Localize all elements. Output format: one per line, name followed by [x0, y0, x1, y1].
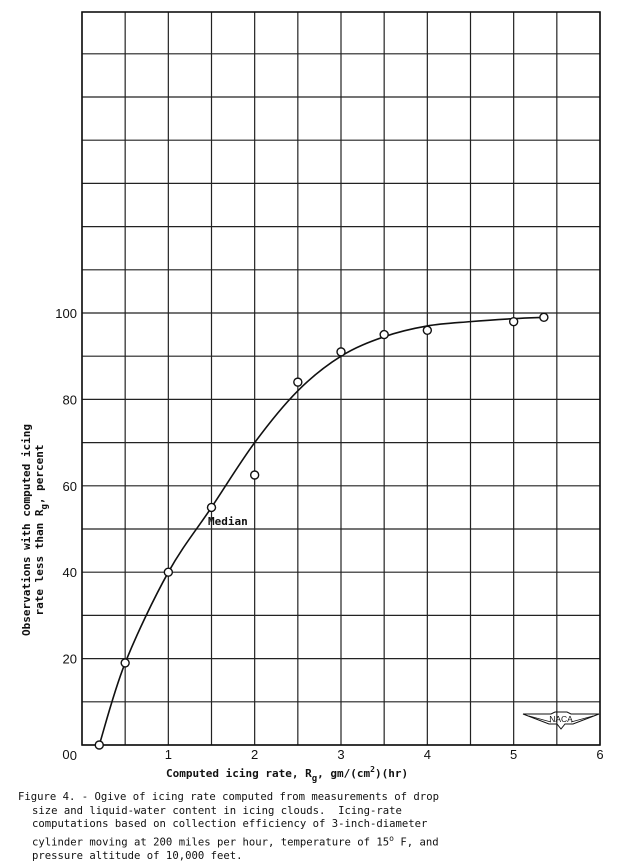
caption-line-2: size and liquid-water content in icing c…	[32, 804, 402, 817]
data-points	[94, 312, 549, 750]
svg-text:3: 3	[337, 747, 344, 762]
caption-line-1: Figure 4. - Ogive of icing rate computed…	[18, 791, 439, 803]
svg-text:20: 20	[63, 652, 77, 667]
naca-logo: NACA	[522, 711, 600, 730]
svg-text:5: 5	[510, 747, 517, 762]
svg-text:100: 100	[55, 306, 77, 321]
data-point	[249, 470, 260, 480]
svg-text:60: 60	[63, 479, 77, 494]
caption-line-3: computations based on collection efficie…	[32, 818, 428, 830]
figure-caption: Figure 4. - Ogive of icing rate computed…	[18, 791, 628, 863]
x-axis-label: Computed icing rate, Rg, gm/(cm2)(hr)	[166, 765, 408, 784]
data-point	[336, 347, 346, 357]
chart-grid	[81, 12, 601, 746]
data-point	[508, 316, 519, 327]
y-axis-label: Observations with computed icing rate le…	[20, 424, 50, 636]
data-point	[94, 740, 104, 750]
svg-text:80: 80	[63, 392, 77, 407]
svg-text:NACA: NACA	[549, 714, 573, 724]
caption-line-4: cylinder moving at 200 miles per hour, t…	[32, 833, 439, 849]
data-point	[163, 567, 174, 577]
svg-text:6: 6	[596, 747, 603, 762]
caption-line-5: pressure altitude of 10,000 feet.	[32, 849, 243, 862]
svg-text:1: 1	[165, 747, 172, 762]
data-point	[206, 502, 217, 513]
data-point	[379, 329, 389, 340]
data-point	[539, 312, 549, 323]
svg-text:0: 0	[62, 747, 69, 762]
svg-text:4: 4	[424, 747, 431, 762]
ogive-chart: 0 1 2 3 4 5 6 0 20 40 60 80 100 Median Computed ici…	[20, 11, 604, 784]
svg-text:0: 0	[70, 748, 77, 763]
data-point	[422, 325, 433, 335]
data-point	[293, 377, 303, 387]
ogive-curve	[98, 316, 544, 746]
svg-text:2: 2	[251, 747, 258, 762]
svg-text:rate less than Rg, percent: rate less than Rg, percent	[33, 445, 50, 616]
svg-text:40: 40	[63, 565, 77, 580]
median-annotation: Median	[208, 515, 248, 528]
svg-text:Observations with computed ici: Observations with computed icing	[20, 424, 33, 636]
plot-frame	[81, 11, 601, 746]
x-axis-ticks: 0 1 2 3 4 5 6	[62, 747, 603, 762]
data-point	[120, 658, 130, 668]
y-axis-ticks: 0 20 40 60 80 100	[55, 306, 77, 763]
